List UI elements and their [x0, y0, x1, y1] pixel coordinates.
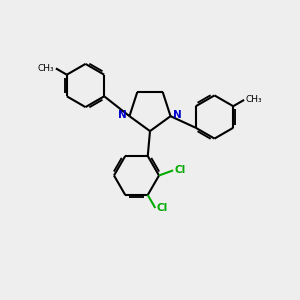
- Text: Cl: Cl: [175, 165, 186, 176]
- Text: N: N: [173, 110, 182, 120]
- Text: CH₃: CH₃: [38, 64, 54, 73]
- Text: CH₃: CH₃: [246, 95, 262, 104]
- Text: N: N: [118, 110, 127, 120]
- Text: Cl: Cl: [157, 203, 168, 213]
